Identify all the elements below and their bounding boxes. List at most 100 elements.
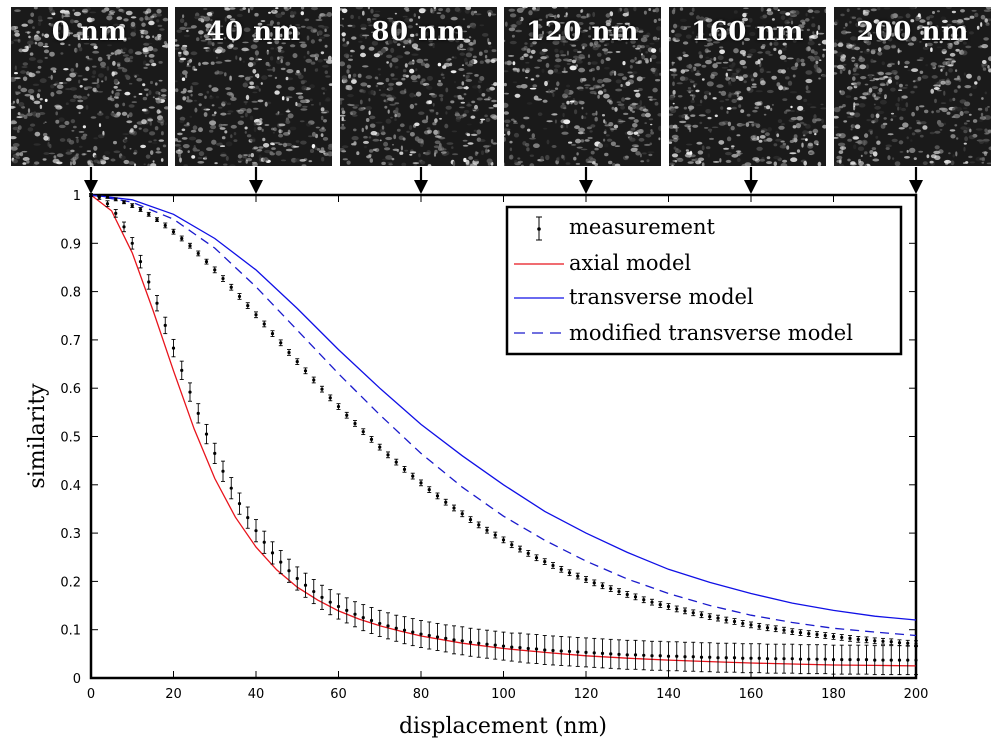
speckle-grain — [155, 151, 162, 154]
speckle-grain — [212, 35, 217, 39]
speckle-grain — [932, 11, 935, 14]
speckle-grain — [462, 74, 466, 77]
measurement-point — [138, 207, 143, 212]
speckle-grain — [504, 82, 507, 87]
speckle-grain — [133, 74, 140, 77]
speckle-grain — [529, 163, 535, 166]
speckle-grain — [229, 164, 236, 166]
speckle-grain — [143, 66, 148, 69]
speckle-grain — [777, 119, 783, 124]
speckle-grain — [530, 49, 536, 55]
speckle-grain — [632, 147, 639, 151]
speckle-grain — [392, 38, 398, 44]
speckle-grain — [789, 140, 795, 143]
speckle-grain — [428, 25, 435, 28]
speckle-grain — [395, 81, 403, 86]
speckle-grain — [699, 121, 703, 125]
speckle-grain — [842, 66, 846, 71]
speckle-grain — [773, 143, 778, 147]
data-point — [262, 322, 266, 326]
speckle-grain — [688, 79, 693, 81]
x-tick-label: 140 — [656, 687, 681, 702]
speckle-grain — [341, 8, 348, 14]
speckle-grain — [628, 116, 635, 120]
speckle-grain — [362, 65, 369, 68]
speckle-grain — [204, 95, 207, 99]
speckle-grain — [103, 156, 110, 160]
speckle-grain — [712, 41, 720, 44]
speckle-grain — [551, 7, 558, 9]
speckle-grain — [532, 20, 535, 24]
speckle-grain — [674, 33, 682, 38]
speckle-grain — [326, 59, 332, 64]
speckle-grain — [875, 78, 879, 81]
speckle-grain — [850, 58, 856, 61]
measurement-point — [806, 644, 811, 675]
speckle-grain — [589, 42, 594, 47]
speckle-grain — [594, 40, 599, 46]
speckle-grain — [577, 50, 582, 54]
speckle-grain — [410, 33, 415, 37]
speckle-grain — [968, 113, 972, 116]
speckle-grain — [105, 115, 110, 119]
measurement-point — [518, 632, 522, 663]
speckle-grain — [140, 35, 144, 38]
speckle-grain — [42, 45, 49, 48]
speckle-grain — [315, 19, 323, 21]
speckle-grain — [130, 128, 134, 133]
speckle-grain — [466, 72, 473, 75]
speckle-grain — [478, 51, 483, 56]
measurement-point — [196, 403, 201, 424]
measurement-point — [707, 613, 712, 621]
speckle-grain — [880, 123, 886, 129]
speckle-grain — [395, 107, 399, 112]
speckle-grain — [341, 150, 347, 153]
speckle-grain — [67, 32, 71, 35]
speckle-grain — [834, 39, 838, 43]
speckle-grain — [509, 13, 517, 18]
speckle-grain — [810, 106, 817, 109]
speckle-grain — [658, 47, 661, 53]
speckle-grain — [946, 7, 952, 9]
speckle-grain — [682, 54, 689, 58]
speckle-grain — [267, 74, 273, 77]
speckle-grain — [121, 111, 128, 116]
speckle-grain — [462, 18, 466, 21]
speckle-grain — [940, 16, 947, 21]
speckle-grain — [295, 71, 302, 76]
speckle-grain — [672, 81, 675, 87]
speckle-grain — [824, 8, 826, 14]
speckle-grain — [640, 160, 645, 163]
speckle-grain — [377, 68, 381, 71]
speckle-grain — [284, 35, 290, 41]
speckle-grain — [141, 23, 147, 26]
speckle-grain — [187, 60, 192, 64]
speckle-grain — [780, 15, 786, 20]
speckle-grain — [296, 103, 302, 107]
speckle-grain — [190, 85, 193, 91]
speckle-grain — [208, 31, 214, 36]
speckle-grain — [526, 147, 530, 152]
speckle-grain — [262, 137, 266, 142]
speckle-grain — [353, 128, 357, 132]
measurement-point — [864, 636, 869, 644]
legend: measurement axial model transverse model… — [505, 205, 903, 356]
speckle-grain — [437, 146, 445, 152]
measurement-point — [914, 645, 918, 676]
speckle-grain — [591, 112, 597, 116]
speckle-grain — [672, 68, 677, 73]
speckle-grain — [287, 7, 290, 9]
speckle-grain — [207, 47, 211, 53]
speckle-grain — [817, 32, 825, 35]
speckle-grain — [793, 134, 798, 139]
speckle-grain — [504, 70, 509, 73]
speckle-grain — [373, 53, 380, 58]
speckle-grain — [822, 124, 826, 129]
speckle-grain — [490, 13, 497, 16]
speckle-grain — [424, 63, 430, 69]
speckle-grain — [885, 144, 892, 148]
speckle-grain — [227, 23, 233, 26]
speckle-grain — [874, 105, 881, 110]
speckle-grain — [124, 139, 128, 143]
speckle-grain — [670, 73, 678, 77]
